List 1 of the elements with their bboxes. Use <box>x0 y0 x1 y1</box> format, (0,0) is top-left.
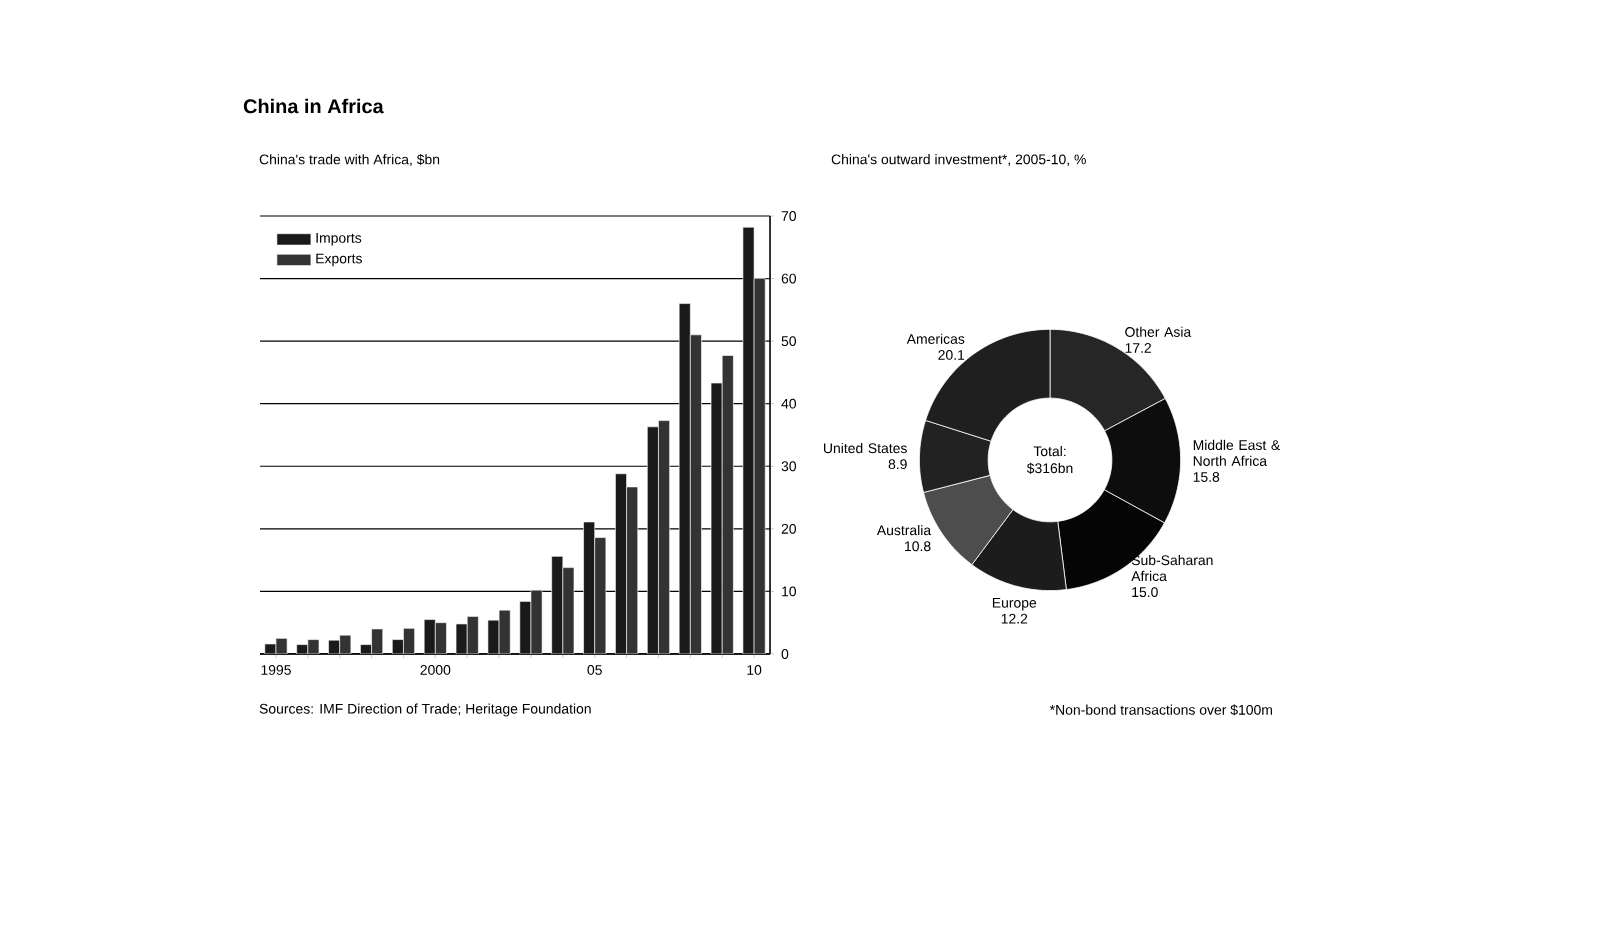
chart-title: China in Africa <box>243 98 384 114</box>
